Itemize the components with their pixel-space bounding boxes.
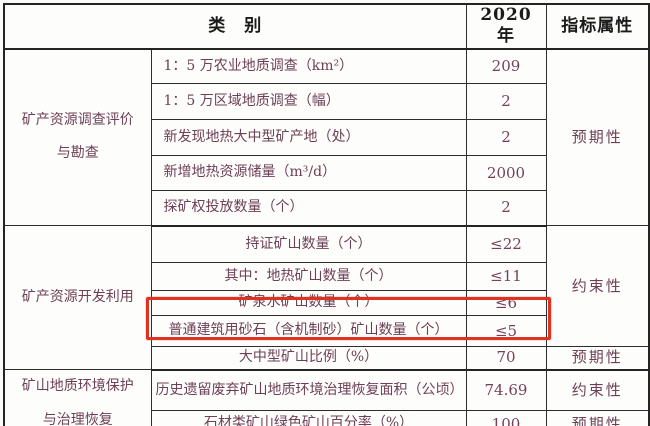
value-cell: 209 xyxy=(465,48,547,84)
value-cell: ≤22 xyxy=(465,225,547,263)
table-header-row: 类 别 2020 年 指标属性 xyxy=(3,3,650,50)
indicator-cell: 普通建筑用砂石（含机制砂）矿山数量（个） xyxy=(150,315,467,347)
indicator-cell: 新发现地热大中型矿产地（处） xyxy=(150,119,467,156)
table-row: 大中型矿山比例（%） 70 预期性 xyxy=(4,346,650,371)
attribute-cell: 约束性 xyxy=(545,225,650,347)
header-attribute: 指标属性 xyxy=(545,3,650,50)
table-row: 矿山地质环境保护 与治理恢复 历史遗留废弃矿山地质环境治理恢复面积（公顷） 74… xyxy=(3,369,650,426)
table-row: 新发现地热大中型矿产地（处） 2 xyxy=(4,119,649,156)
category-cell-survey: 矿产资源调查评价 与勘查 xyxy=(3,48,152,226)
table-row: 矿产资源调查评价 与勘查 1：5 万农业地质调查（km²） 209 预期性 xyxy=(3,48,650,226)
category-cell-environment: 矿山地质环境保护 与治理恢复 xyxy=(3,369,152,426)
value-cell: 2 xyxy=(465,83,547,120)
value-cell: ≤6 xyxy=(465,290,547,316)
value-cell: 2 xyxy=(465,119,547,156)
attribute-cell: 预期性 xyxy=(545,346,650,371)
attribute-cell: 预期性 xyxy=(545,410,650,426)
indicator-cell: 矿泉水矿山数量（个） xyxy=(150,290,467,316)
category-cell-development: 矿产资源开发利用 xyxy=(3,225,152,370)
attribute-cell: 约束性 xyxy=(545,369,650,411)
indicator-cell: 1：5 万农业地质调查（km²） xyxy=(150,48,467,84)
indicator-cell: 探矿权投放数量（个） xyxy=(150,190,467,227)
indicator-cell: 历史遗留废弃矿山地质环境治理恢复面积（公顷） xyxy=(150,369,467,411)
value-cell: 70 xyxy=(465,346,547,371)
table-row-highlighted: 普通建筑用砂石（含机制砂）矿山数量（个） ≤5 xyxy=(4,315,649,347)
table-row: 探矿权投放数量（个） 2 xyxy=(4,190,649,227)
header-category: 类 别 xyxy=(3,3,467,50)
indicator-cell: 石材类矿山绿色矿山百分率（%） xyxy=(150,410,467,426)
indicator-cell: 1：5 万区域地质调查（幅） xyxy=(150,83,467,120)
table-row: 石材类矿山绿色矿山百分率（%） 100 预期性 xyxy=(4,410,650,426)
value-cell: 2 xyxy=(465,190,547,227)
attribute-cell: 预期性 xyxy=(545,48,650,226)
indicator-cell: 新增地热资源储量（m³/d） xyxy=(150,155,467,191)
indicator-cell: 持证矿山数量（个） xyxy=(150,225,467,263)
indicator-cell: 大中型矿山比例（%） xyxy=(150,346,467,371)
value-cell: ≤5 xyxy=(465,315,547,347)
header-year: 2020 年 xyxy=(465,3,547,50)
indicator-cell: 其中：地热矿山数量（个） xyxy=(150,262,467,291)
table-row: 新增地热资源储量（m³/d） 2000 xyxy=(4,155,649,191)
table-row: 矿产资源开发利用 持证矿山数量（个） ≤22 约束性 xyxy=(3,225,650,370)
value-cell: 100 xyxy=(465,410,547,426)
table-row: 1：5 万区域地质调查（幅） 2 xyxy=(4,83,649,120)
value-cell: 74.69 xyxy=(465,369,547,411)
value-cell: 2000 xyxy=(465,155,547,191)
value-cell: ≤11 xyxy=(465,262,547,291)
indicators-table: 类 别 2020 年 指标属性 矿产资源调查评价 与勘查 1：5 万农业地质调查… xyxy=(3,3,650,426)
